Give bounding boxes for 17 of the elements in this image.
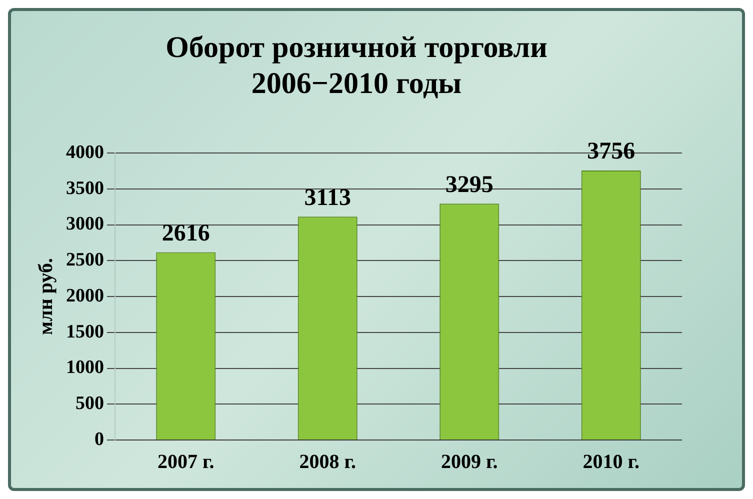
y-tick-label: 4000 (66, 142, 104, 163)
y-tick-label: 2500 (66, 250, 104, 271)
y-tick-label: 3000 (66, 214, 104, 235)
y-tick-label: 0 (94, 428, 104, 450)
x-tick-label: 2009 г. (440, 451, 498, 474)
data-label: 3113 (304, 184, 351, 211)
x-tick-label: 2008 г. (299, 451, 356, 474)
y-tick-label: 1500 (66, 321, 104, 342)
y-tick-label: 2000 (66, 285, 104, 306)
x-tick-label: 2010 г. (582, 451, 640, 474)
y-tick-label: 500 (76, 393, 104, 414)
x-tick-label: 2007 г. (157, 451, 214, 474)
y-axis-title: млн руб. (35, 258, 58, 335)
y-tick-label: 1000 (66, 357, 104, 378)
chart-title: Оборот розничной торговли 2006−2010 годы (166, 30, 548, 100)
data-label: 2616 (162, 220, 210, 247)
y-tick-label: 3500 (66, 178, 104, 199)
